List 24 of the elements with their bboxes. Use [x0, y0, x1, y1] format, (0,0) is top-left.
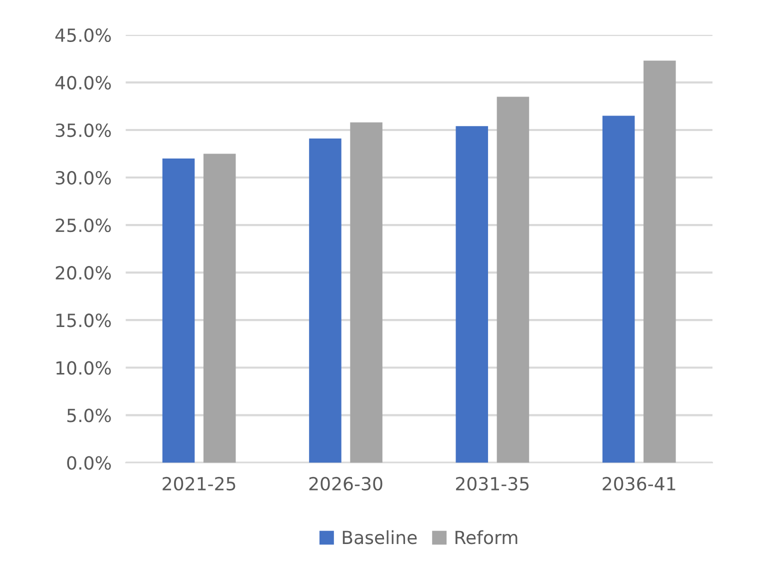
bar — [644, 60, 676, 463]
y-tick-label: 40.0% — [55, 76, 111, 90]
y-tick-label: 35.0% — [56, 123, 111, 138]
legend-label: Reform — [456, 530, 518, 544]
bar — [350, 122, 382, 463]
bar — [496, 96, 530, 463]
y-tick-label: 20.0% — [56, 266, 111, 280]
bar — [456, 126, 488, 463]
y-tick-label: 15.0% — [56, 314, 111, 328]
x-tick-label: 2026-30 — [309, 476, 382, 491]
bar — [162, 158, 195, 463]
bar — [309, 138, 342, 463]
y-tick-label: 10.0% — [56, 361, 111, 375]
bar — [203, 154, 236, 463]
y-tick-label: 5.0% — [67, 408, 111, 422]
x-tick-label: 2031-35 — [456, 476, 529, 491]
y-tick-label: 30.0% — [56, 170, 111, 185]
x-tick-label: 2021-25 — [162, 476, 236, 491]
legend-label: Baseline — [342, 530, 417, 544]
x-tick-label: 2036-41 — [602, 476, 676, 491]
bar — [602, 116, 635, 463]
y-tick-label: 25.0% — [56, 218, 111, 232]
y-tick-label: 45.0% — [55, 28, 111, 42]
y-tick-label: 0.0% — [67, 456, 111, 470]
